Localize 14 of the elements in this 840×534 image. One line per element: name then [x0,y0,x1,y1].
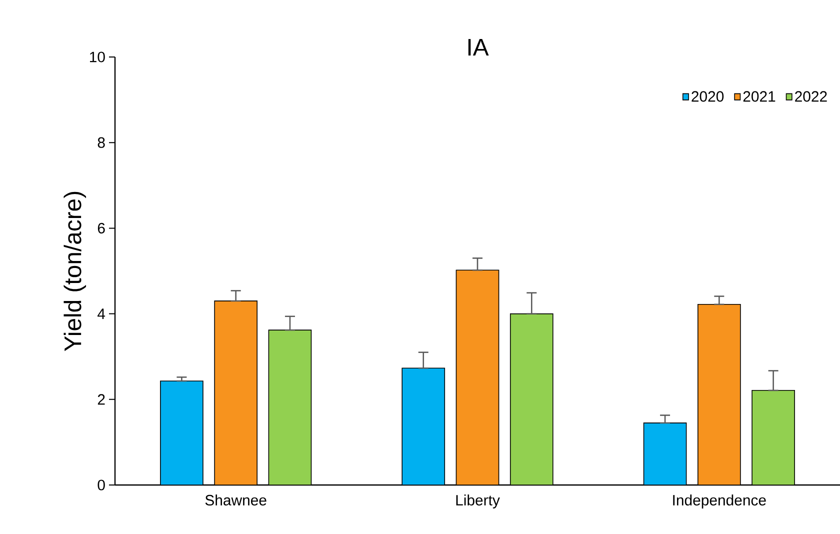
x-tick-label: Liberty [456,494,500,508]
x-tick-label: Shawnee [205,494,266,506]
y-tick-label: 0 [98,480,105,490]
chart-title: IA [468,39,489,56]
legend-label: 2022 [795,91,827,102]
x-tick-label: Independence [673,494,766,508]
y-tick-label: 4 [98,308,106,319]
legend-label: 2020 [692,91,724,102]
y-tick-label: 10 [90,52,105,62]
y-axis-title: Yield (ton/acre) [64,192,86,352]
y-tick-label: 2 [98,394,105,405]
legend-label: 2021 [743,91,776,102]
y-tick-label: 8 [98,137,105,148]
y-tick-label: 6 [98,222,105,234]
